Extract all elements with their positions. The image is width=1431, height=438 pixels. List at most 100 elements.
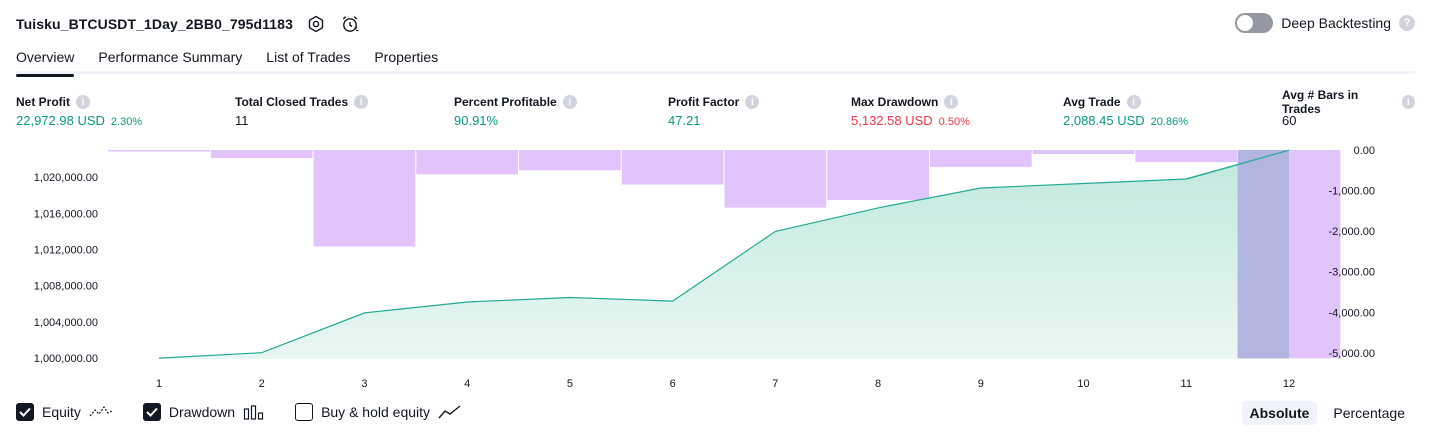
x-axis-tick: 8 — [875, 378, 881, 390]
stat-percent: 0.50% — [938, 116, 970, 128]
left-axis-tick: 1,016,000.00 — [34, 208, 98, 220]
deep-backtesting: Deep Backtesting ? — [1235, 13, 1415, 33]
drawdown-bar — [929, 150, 1032, 168]
drawdown-bar — [1289, 150, 1341, 359]
tab-performance-summary[interactable]: Performance Summary — [98, 49, 243, 65]
right-axis-tick: -1,000.00 — [1329, 186, 1375, 198]
strategy-header: Tuisku_BTCUSDT_1Day_2BB0_795d1183 — [16, 12, 361, 36]
left-axis-tick: 1,004,000.00 — [34, 317, 98, 329]
drawdown-bar — [621, 150, 724, 185]
x-axis-tick: 9 — [978, 378, 984, 390]
stat-label: Avg # Bars in Trades — [1282, 88, 1359, 116]
stat-percent-profitable: Percent Profitable i 90.91% — [454, 94, 577, 128]
drawdown-checkbox[interactable] — [142, 403, 161, 421]
stat-label: Profit Factor — [668, 95, 740, 109]
x-axis-tick: 1 — [156, 378, 162, 390]
equity-line-icon — [89, 405, 113, 417]
trend-line-icon — [438, 405, 461, 419]
info-icon[interactable]: i — [354, 95, 369, 109]
legend-drawdown[interactable]: Drawdown — [142, 403, 265, 421]
equity-area — [159, 150, 1289, 359]
legend-equity[interactable]: Equity — [16, 403, 113, 421]
equity-drawdown-chart[interactable]: 1,000,000.00 1,004,000.00 1,008,000.00 1,01… — [0, 140, 1431, 396]
stat-label: Total Closed Trades — [235, 95, 349, 109]
axes: 1,000,000.00 1,004,000.00 1,008,000.00 1,01… — [34, 145, 1375, 390]
deep-backtesting-toggle[interactable] — [1235, 13, 1274, 33]
drawdown-bars — [108, 150, 1238, 247]
strategy-title: Tuisku_BTCUSDT_1Day_2BB0_795d1183 — [16, 16, 293, 32]
right-axis-tick: -3,000.00 — [1329, 267, 1375, 279]
stat-value: 2,088.45 USD — [1063, 113, 1145, 128]
absolute-button[interactable]: Absolute — [1241, 401, 1318, 425]
stat-value: 11 — [235, 113, 249, 128]
equity-checkbox[interactable] — [16, 403, 34, 421]
highlight-layer — [1186, 149, 1341, 359]
x-axis-tick: 12 — [1283, 378, 1295, 390]
drawdown-bar — [1135, 150, 1238, 163]
legend-equity-label: Equity — [42, 404, 81, 420]
stat-avg-trade: Avg Trade i 2,088.45 USD 20.86% — [1063, 94, 1188, 128]
stat-label: Max Drawdown — [851, 95, 939, 109]
tab-list-of-trades[interactable]: List of Trades — [266, 49, 351, 65]
stat-value: 22,972.98 USD — [16, 113, 105, 128]
info-icon[interactable]: i — [562, 95, 577, 109]
settings-icon[interactable] — [305, 13, 327, 35]
left-axis-tick: 1,020,000.00 — [34, 172, 98, 184]
alert-clock-icon[interactable] — [339, 13, 361, 35]
stat-value: 5,132.58 USD — [851, 113, 933, 128]
equity-line-segment — [1186, 149, 1290, 180]
drawdown-bar — [108, 150, 210, 152]
stat-profit-factor: Profit Factor i 47.21 — [668, 94, 760, 128]
drawdown-bar — [724, 150, 827, 208]
drawdown-bar — [416, 150, 519, 175]
stat-label: Percent Profitable — [454, 95, 557, 109]
info-icon[interactable]: i — [1126, 95, 1141, 109]
legend-buy-hold-label: Buy & hold equity — [321, 404, 431, 420]
legend-drawdown-label: Drawdown — [168, 404, 236, 420]
tab-properties[interactable]: Properties — [374, 49, 439, 65]
help-icon[interactable]: ? — [1399, 15, 1415, 31]
stat-avg-bars: Avg # Bars in Trades i 60 — [1282, 88, 1415, 128]
right-axis-tick: -2,000.00 — [1329, 226, 1375, 238]
stat-value: 90.91% — [454, 113, 499, 128]
stats-row: Net Profit i 22,972.98 USD 2.30% Total Clo… — [16, 88, 1415, 134]
stat-label: Net Profit — [16, 95, 70, 109]
info-icon[interactable]: i — [1401, 95, 1415, 109]
drawdown-bar — [313, 150, 416, 247]
drawdown-bar — [519, 150, 621, 171]
deep-backtesting-label: Deep Backtesting — [1281, 15, 1391, 31]
right-axis-tick: -4,000.00 — [1329, 307, 1375, 319]
stat-value: 60 — [1282, 113, 1297, 128]
stat-total-closed-trades: Total Closed Trades i 11 — [235, 94, 369, 128]
stat-label: Avg Trade — [1063, 95, 1121, 109]
x-axis-tick: 7 — [772, 378, 778, 390]
legend-buy-hold[interactable]: Buy & hold equity — [295, 403, 462, 421]
stat-net-profit: Net Profit i 22,972.98 USD 2.30% — [16, 94, 142, 128]
x-axis-tick: 2 — [259, 378, 265, 390]
stat-value: 47.21 — [668, 113, 701, 128]
tab-bar: Overview Performance Summary List of Tra… — [16, 44, 1415, 77]
x-axis-tick: 3 — [361, 378, 367, 390]
equity-line — [158, 149, 1290, 359]
x-axis-tick: 4 — [464, 378, 470, 390]
tab-overview[interactable]: Overview — [16, 44, 75, 77]
drawdown-bar — [210, 150, 313, 159]
info-icon[interactable]: i — [944, 95, 959, 109]
x-axis-tick: 5 — [567, 378, 573, 390]
right-axis-tick: 0.00 — [1354, 145, 1375, 157]
left-axis-tick: 1,008,000.00 — [34, 281, 98, 293]
equity-series — [158, 149, 1290, 359]
toggle-knob — [1237, 15, 1254, 31]
drawdown-bar — [1032, 150, 1135, 155]
info-icon[interactable]: i — [745, 95, 760, 109]
buy-hold-checkbox[interactable] — [295, 403, 314, 421]
x-axis-tick: 10 — [1077, 378, 1089, 390]
chart-legend: Equity Drawdown Buy & hold equity — [16, 403, 462, 421]
x-axis-tick: 11 — [1181, 378, 1192, 390]
highlight-bar — [1237, 150, 1289, 359]
left-axis-tick: 1,000,000.00 — [34, 353, 98, 365]
percentage-button[interactable]: Percentage — [1333, 405, 1405, 421]
bars-icon — [243, 405, 264, 420]
info-icon[interactable]: i — [76, 95, 90, 109]
right-axis-tick: -5,000.00 — [1329, 348, 1375, 360]
